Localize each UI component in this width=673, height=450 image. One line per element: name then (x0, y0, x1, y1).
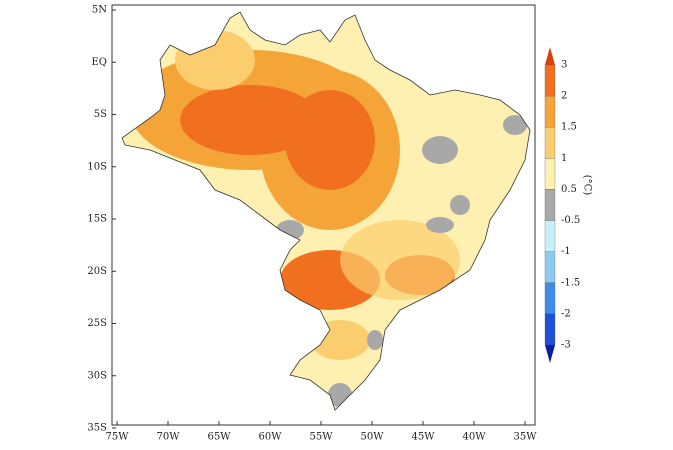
y-tick-label: EQ (92, 57, 108, 68)
x-tick-label: 70W (156, 432, 180, 443)
colorbar-label: 2 (561, 91, 567, 102)
colorbar-segment (544, 64, 556, 97)
colorbar-label: -1.5 (561, 277, 580, 288)
y-tick-label: 15S (87, 214, 107, 225)
x-tick-label: 45W (411, 432, 435, 443)
colorbar-segment (544, 251, 556, 283)
colorbar-label: 3 (561, 60, 567, 71)
colorbar-label: -1 (561, 246, 571, 257)
colorbar-extend-top (545, 47, 555, 65)
colorbar-label: 1 (561, 153, 567, 164)
colorbar-label: -0.5 (561, 215, 580, 226)
x-tick-label: 35W (513, 432, 537, 443)
colorbar-label: 1.5 (561, 122, 577, 133)
colorbar-segment (544, 313, 556, 346)
y-tick-label: 5N (92, 5, 107, 16)
colorbar-segment (544, 220, 556, 252)
x-tick-label: 65W (207, 432, 231, 443)
colorbar-segment (544, 95, 556, 128)
y-tick-label: 30S (87, 370, 107, 381)
x-tick-label: 40W (462, 432, 486, 443)
colorbar-segment (544, 282, 556, 315)
y-tick-label: 20S (87, 266, 107, 277)
colorbar-segment (544, 127, 556, 159)
colorbar-unit: (°C) (582, 175, 593, 196)
x-tick-label: 60W (258, 432, 282, 443)
colorbar: 3 2 1.5 1 0.5 -0.5 -1 -1.5 -2 -3 (°C) (544, 47, 593, 363)
x-tick-label: 75W (105, 432, 129, 443)
x-tick-label: 55W (309, 432, 333, 443)
axes: 75W 70W 65W 60W 55W 50W 45W 40W 35W 5N EQ 5S 10S 15S 2… (87, 5, 537, 443)
colorbar-label: -3 (561, 340, 571, 351)
y-tick-label: 10S (87, 161, 107, 172)
colorbar-label: 0.5 (561, 184, 577, 195)
colorbar-label: -2 (561, 308, 571, 319)
x-tick-label: 50W (360, 432, 384, 443)
colorbar-extend-bottom (545, 345, 555, 363)
y-tick-label: 25S (87, 318, 107, 329)
y-tick-label: 5S (94, 109, 107, 120)
colorbar-segment (544, 158, 556, 190)
y-tick-label: 35S (87, 423, 107, 434)
colorbar-segment (544, 189, 556, 221)
